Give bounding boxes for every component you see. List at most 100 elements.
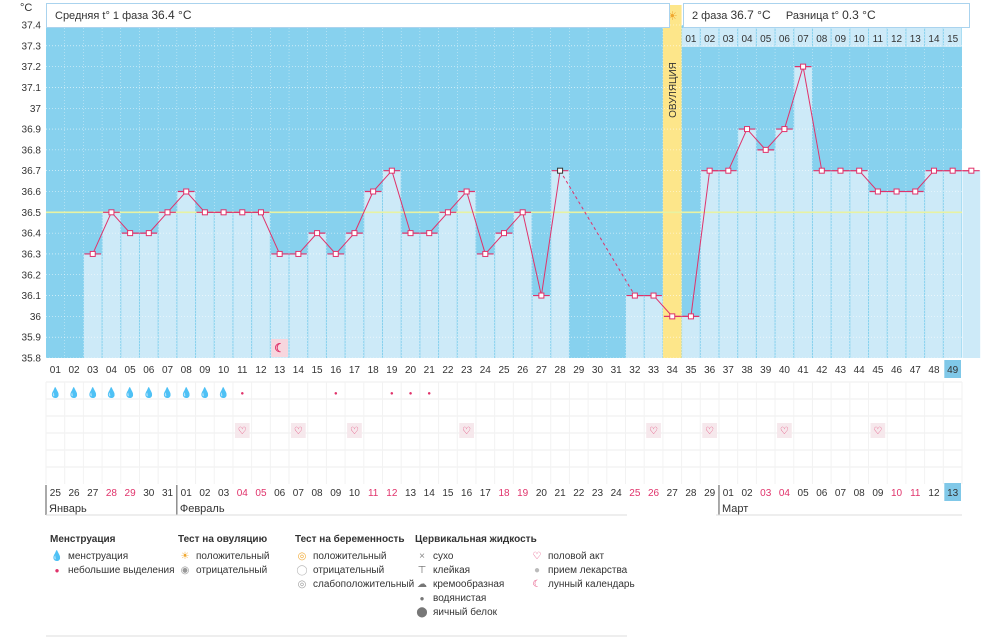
date-label: 10: [349, 488, 361, 499]
temp-line-segment: [559, 170, 636, 296]
legend-pregnancy-test: Тест на беременность ◎ положительный ◯ отр…: [295, 534, 414, 592]
temp-point: [650, 292, 657, 299]
temp-point: [781, 126, 788, 133]
phase2-day-label: 10: [854, 34, 866, 45]
temp-line-segment: [466, 191, 486, 255]
temp-bar: [644, 295, 663, 358]
y-tick-label: 36.1: [22, 291, 42, 302]
temp-point: [687, 313, 694, 320]
creamy-icon: ☁: [417, 579, 427, 590]
x-tick-label: 06: [143, 365, 155, 376]
legend-label: кремообразная: [433, 579, 505, 590]
phase2-day-cell: [812, 28, 831, 47]
x-tick-label: 45: [872, 365, 884, 376]
temp-point: [239, 209, 246, 216]
temp-line-segment: [727, 128, 748, 171]
temp-line-segment: [858, 170, 879, 192]
temp-point: [744, 126, 751, 133]
phase2-day-label: 06: [779, 34, 791, 45]
y-tick-label: 37.1: [22, 83, 42, 94]
x-tick-label: 47: [910, 365, 922, 376]
temp-point: [856, 167, 863, 174]
date-label: 21: [555, 488, 567, 499]
temp-line-segment: [260, 212, 281, 255]
diff-label: Разница t°: [785, 10, 840, 22]
temp-point: [706, 167, 713, 174]
temp-line-segment: [92, 212, 112, 255]
x-tick-label: 31: [611, 365, 623, 376]
date-label: 24: [611, 488, 623, 499]
temp-point: [295, 250, 302, 257]
date-label: 07: [835, 488, 847, 499]
temp-bar: [887, 191, 906, 358]
temp-point: [463, 188, 470, 195]
x-tick-label: 17: [349, 365, 361, 376]
heart-icon: ♡: [238, 426, 247, 437]
date-label: 14: [424, 488, 436, 499]
temp-point: [89, 250, 96, 257]
current-day-cell: [944, 360, 961, 378]
temp-bar: [196, 212, 214, 358]
x-tick-label: 20: [405, 365, 417, 376]
temp-bar: [289, 253, 308, 358]
egg-white-icon: ⬤: [416, 607, 428, 618]
phase2-day-label: 04: [741, 34, 753, 45]
date-label: 18: [498, 488, 510, 499]
temp-point: [257, 209, 264, 216]
temp-line-segment: [522, 212, 542, 296]
date-label: 28: [106, 488, 118, 499]
temp-line-segment: [746, 128, 767, 151]
drops-icon: 💧: [50, 551, 64, 562]
spotting-icon: ●: [427, 391, 431, 397]
temp-line-segment: [111, 211, 131, 234]
date-label: 27: [667, 488, 679, 499]
temp-point: [538, 292, 545, 299]
x-tick-label: 16: [330, 365, 342, 376]
phase2-day-label: 02: [704, 34, 716, 45]
phase2-day-cell: [756, 28, 775, 47]
diff-value: 0.3 °C: [842, 8, 876, 22]
phase2-day-label: 15: [947, 34, 959, 45]
temp-line-segment: [391, 170, 412, 234]
temp-bar: [345, 233, 364, 358]
legend-label: небольшие выделения: [68, 565, 175, 576]
phase2-day-cell: [700, 28, 719, 47]
temp-point: [557, 167, 564, 174]
temp-bar: [719, 170, 738, 358]
x-tick-label: 33: [648, 365, 660, 376]
legend-label: прием лекарства: [548, 565, 628, 576]
y-tick-label: 36.5: [22, 208, 42, 219]
date-label: 06: [274, 488, 286, 499]
y-tick-label: 36: [30, 312, 42, 323]
phase2-value: 36.7 °C: [730, 8, 771, 22]
x-tick-label: 32: [629, 365, 641, 376]
legend-label: лунный календарь: [548, 579, 635, 590]
temp-bar: [682, 316, 700, 358]
date-label: 13: [405, 488, 417, 499]
date-label: 05: [798, 488, 810, 499]
x-tick-label: 03: [87, 365, 99, 376]
temp-point: [893, 188, 900, 195]
date-label: 25: [629, 488, 641, 499]
legend-title: Цервикальная жидкость: [415, 534, 537, 545]
temp-line-segment: [914, 170, 935, 192]
intercourse-cell: [702, 423, 717, 438]
date-label: 12: [928, 488, 940, 499]
date-label: 01: [723, 488, 735, 499]
temp-point: [426, 230, 433, 237]
x-tick-label: 30: [592, 365, 604, 376]
temp-bar: [158, 212, 177, 358]
phase2-summary: 2 фаза 36.7 °C Разница t° 0.3 °C: [683, 3, 970, 28]
temp-line-segment: [783, 66, 804, 130]
legend-label: положительный: [196, 551, 270, 562]
date-label: 03: [218, 488, 230, 499]
temp-point: [874, 188, 881, 195]
date-label: 07: [293, 488, 305, 499]
phase2-day-label: 05: [760, 34, 772, 45]
temp-bar: [906, 191, 925, 358]
x-tick-label: 15: [311, 365, 323, 376]
date-label: 25: [50, 488, 62, 499]
legend-label: отрицательный: [313, 565, 385, 576]
x-tick-label: 25: [498, 365, 510, 376]
phase2-label: 2 фаза: [692, 10, 728, 22]
